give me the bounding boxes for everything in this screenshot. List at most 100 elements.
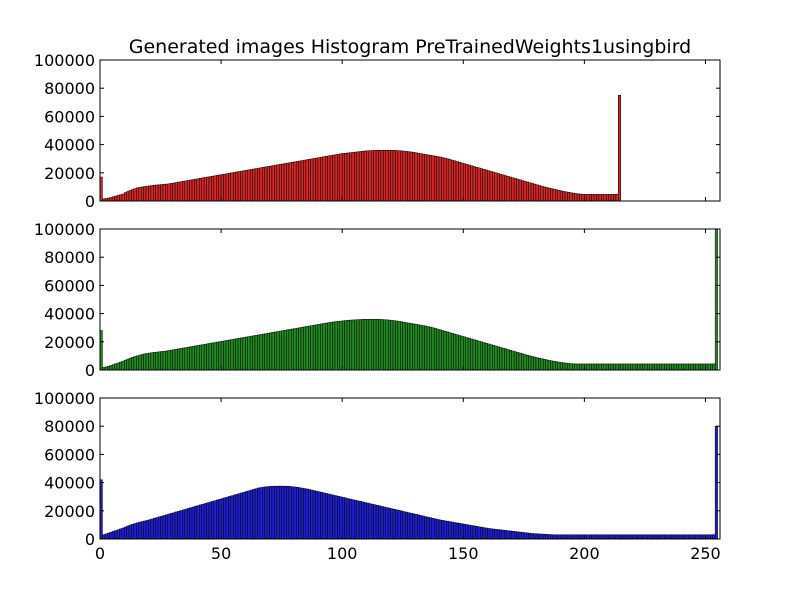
bar [189, 346, 193, 371]
bar [228, 339, 232, 371]
bar [615, 534, 619, 540]
bar [426, 154, 430, 202]
bar [378, 149, 382, 202]
bar [184, 508, 188, 540]
bar [409, 323, 413, 371]
bar [131, 523, 135, 540]
bar [143, 186, 147, 202]
bar [562, 534, 566, 540]
bar [235, 494, 239, 540]
bar [494, 529, 498, 540]
bar [523, 532, 527, 540]
bar [220, 498, 224, 540]
bar [613, 534, 617, 540]
bar [140, 186, 144, 202]
bar [172, 182, 176, 202]
bar [371, 150, 374, 202]
bar [547, 360, 551, 371]
bar [385, 507, 389, 540]
bar [496, 529, 500, 540]
bar [397, 150, 401, 202]
bar [123, 526, 127, 540]
bar [315, 324, 319, 371]
bar [160, 515, 164, 540]
bar [506, 530, 510, 540]
bar [283, 163, 287, 202]
bar [412, 152, 416, 202]
bar [419, 515, 423, 540]
bar [249, 335, 253, 371]
bar [707, 363, 711, 371]
bar [467, 164, 471, 202]
bar [223, 497, 227, 540]
bar [593, 194, 597, 202]
bar [596, 534, 600, 540]
bar [114, 530, 118, 540]
bar [312, 324, 316, 371]
bar [431, 327, 435, 371]
bar [390, 508, 394, 540]
bar [690, 363, 694, 371]
bar [308, 159, 311, 202]
bar [448, 159, 452, 202]
bar [533, 533, 537, 540]
bar [337, 496, 341, 540]
bar [557, 190, 561, 202]
bar [303, 326, 307, 371]
bar [278, 330, 282, 371]
bar [540, 185, 544, 202]
x-tick-label: 100 [327, 544, 358, 563]
bar [300, 160, 304, 202]
bar [385, 319, 389, 371]
bar [605, 363, 609, 371]
bar [513, 178, 517, 202]
bar [436, 156, 440, 202]
bar [572, 534, 575, 540]
bar [235, 171, 239, 202]
bar [710, 534, 713, 540]
bar [676, 363, 680, 371]
bar [283, 485, 287, 540]
bar [417, 514, 420, 540]
bar [349, 319, 353, 371]
bar [409, 512, 413, 540]
bar [693, 534, 697, 540]
bar [671, 363, 675, 371]
bar [579, 534, 583, 540]
bar [596, 194, 600, 202]
bar [649, 363, 653, 371]
bar [305, 326, 309, 371]
bar [492, 528, 496, 540]
bar [603, 194, 607, 202]
bar [114, 363, 118, 371]
y-tick-label: 60000 [44, 107, 95, 126]
bar [644, 363, 648, 371]
bar [123, 359, 127, 371]
bar [162, 515, 166, 540]
bar [632, 363, 636, 371]
bar [371, 503, 374, 540]
bar [395, 509, 399, 540]
bar [242, 170, 246, 202]
bar [128, 190, 132, 202]
bar [240, 170, 244, 202]
bar [651, 534, 655, 540]
bar [148, 519, 152, 540]
bar [274, 331, 278, 371]
bar [213, 342, 217, 371]
bar [211, 175, 215, 202]
bar [109, 365, 113, 371]
bar [155, 184, 159, 202]
bar [278, 164, 282, 202]
bar [586, 194, 590, 202]
bar [402, 321, 406, 371]
bar [504, 348, 508, 371]
bar [341, 320, 345, 371]
bar [625, 363, 629, 371]
bar [601, 534, 604, 540]
y-tick-label: 0 [85, 530, 95, 549]
bar [341, 153, 345, 202]
bar [431, 155, 435, 202]
bar [443, 157, 447, 202]
bar [555, 189, 558, 202]
